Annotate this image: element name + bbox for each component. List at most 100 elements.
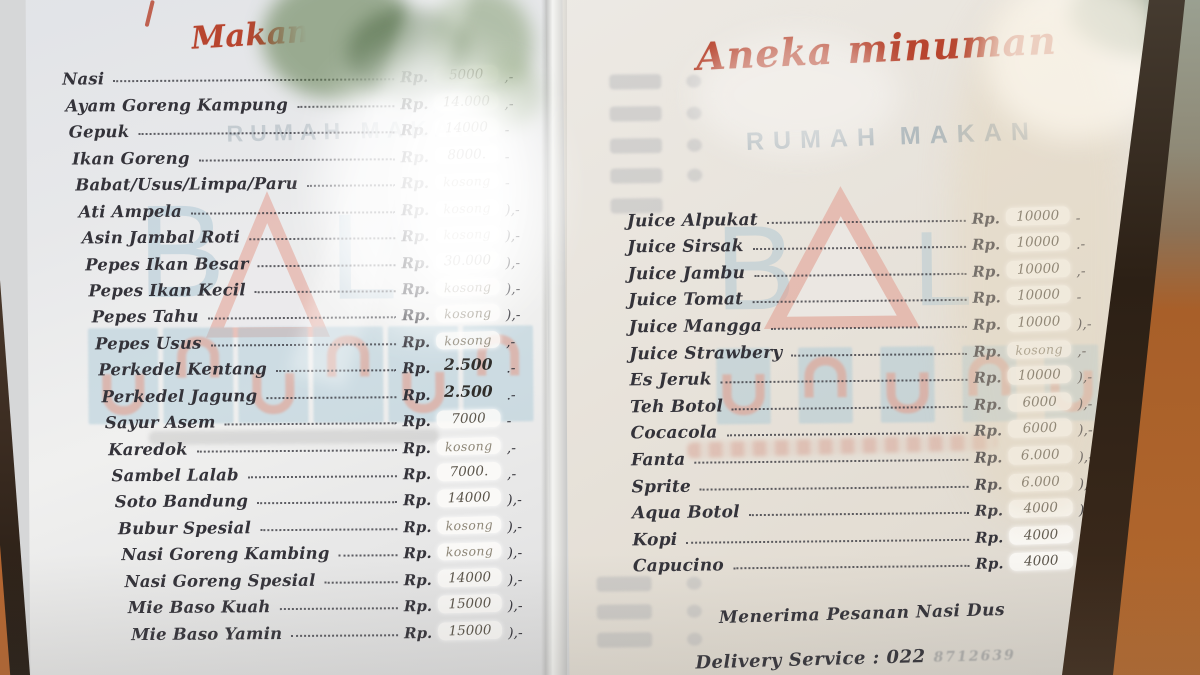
page-seam bbox=[541, 0, 567, 675]
item-price: 15000 bbox=[437, 594, 503, 614]
currency-label: Rp. bbox=[400, 94, 429, 114]
left-menu-page: RUMAH MAKAN B L Makan Nasi Rp. 5000 ,- Ayam … bbox=[25, 0, 551, 675]
item-name: Aqua Botol bbox=[631, 502, 740, 524]
item-price: kosong bbox=[435, 224, 500, 244]
price-suffix: - bbox=[506, 413, 512, 430]
price-suffix: ,- bbox=[1077, 343, 1087, 360]
menu-row: Babat/Usus/Limpa/Paru Rp. kosong - bbox=[63, 165, 531, 195]
item-price: 14000 bbox=[434, 118, 499, 138]
ghost-price-box bbox=[609, 74, 662, 90]
currency-label: Rp. bbox=[975, 554, 1004, 574]
item-price: kosong bbox=[434, 198, 500, 218]
order-note: Menerima Pesanan Nasi Dus bbox=[718, 599, 1006, 628]
dotted-leader bbox=[720, 378, 968, 384]
item-name: Juice Strawbery bbox=[629, 342, 783, 364]
dotted-leader bbox=[726, 432, 969, 437]
price-suffix: .- bbox=[1075, 236, 1086, 253]
item-price: 6000 bbox=[1007, 418, 1073, 439]
currency-label: Rp. bbox=[402, 412, 431, 431]
menu-row: Nasi Goreng Spesial Rp. 14000),- bbox=[66, 562, 534, 592]
item-price: 2.500 bbox=[444, 381, 493, 401]
price-suffix: ),- bbox=[1077, 369, 1093, 386]
item-name: Juice Jambu bbox=[627, 262, 746, 285]
currency-label: Rp. bbox=[973, 368, 1002, 387]
currency-label: Rp. bbox=[971, 235, 1001, 254]
item-price: kosong bbox=[435, 277, 500, 297]
currency-label: Rp. bbox=[974, 501, 1004, 520]
item-name: Pepes Ikan Besar bbox=[85, 253, 249, 274]
dotted-leader bbox=[254, 290, 396, 294]
dotted-leader bbox=[324, 580, 398, 584]
item-price: kosong bbox=[434, 172, 500, 191]
currency-label: Rp. bbox=[973, 342, 1002, 361]
item-name: Ayam Goreng Kampung bbox=[65, 94, 289, 116]
item-price: 7000 bbox=[436, 408, 501, 429]
item-price: kosong bbox=[435, 304, 501, 324]
delivery-service-line: Delivery Service : 022 8712639 bbox=[695, 644, 1016, 673]
right-menu-page: Aneka minuman RUMAH MAKAN B L Juice Alpu… bbox=[562, 0, 1151, 675]
price-suffix: - bbox=[504, 122, 510, 139]
item-price: 4000 bbox=[1008, 498, 1074, 519]
currency-label: Rp. bbox=[403, 491, 432, 510]
price-suffix: ,- bbox=[504, 69, 514, 86]
dotted-leader bbox=[771, 325, 967, 330]
currency-label: Rp. bbox=[400, 174, 430, 193]
item-price: 6000 bbox=[1007, 391, 1072, 412]
price-suffix: ),- bbox=[507, 598, 523, 615]
dotted-leader bbox=[266, 395, 397, 399]
item-price: kosong bbox=[437, 542, 502, 561]
ghost-price-box bbox=[609, 138, 663, 154]
item-name: Juice Sirsak bbox=[627, 236, 744, 258]
dotted-leader bbox=[260, 528, 398, 532]
item-name: Juice Tomat bbox=[628, 289, 744, 311]
menu-row: Ati Ampela Rp. kosong),- bbox=[63, 191, 531, 221]
currency-label: Rp. bbox=[974, 475, 1003, 494]
item-name: Juice Alpukat bbox=[626, 209, 758, 231]
currency-label: Rp. bbox=[401, 253, 430, 272]
item-price: 6.000 bbox=[1007, 445, 1073, 466]
menu-row: Pepes Usus Rp. kosong ,- bbox=[64, 324, 532, 354]
currency-label: Rp. bbox=[972, 315, 1002, 334]
dotted-leader bbox=[766, 219, 966, 224]
dotted-leader bbox=[732, 565, 970, 570]
price-suffix: ),- bbox=[1079, 529, 1094, 546]
price-suffix: ),- bbox=[505, 202, 520, 219]
item-price: 10000 bbox=[1006, 312, 1072, 333]
left-page-title: Makan bbox=[189, 13, 311, 57]
background-wall-corner bbox=[0, 545, 11, 675]
dotted-leader bbox=[210, 343, 397, 347]
ghost-price-box bbox=[610, 168, 663, 184]
item-price: 15000 bbox=[437, 620, 503, 641]
currency-label: Rp. bbox=[403, 597, 433, 616]
item-name: Ati Ampela bbox=[78, 201, 183, 222]
item-price: 10000 bbox=[1005, 205, 1071, 226]
menu-row: Pepes Ikan Besar Rp. 30.000),- bbox=[63, 244, 531, 274]
item-name: Kopi bbox=[632, 529, 678, 551]
dotted-leader bbox=[257, 501, 398, 505]
menu-row: Perkedel Jagung Rp. 2.500 .- bbox=[64, 377, 532, 407]
item-price: 10000 bbox=[1006, 285, 1071, 306]
ghost-price-box bbox=[609, 106, 662, 122]
currency-label: Rp. bbox=[401, 279, 430, 299]
ghost-mark bbox=[686, 576, 702, 590]
drinks-menu-list: Juice Alpukat Rp. 10000- Juice Sirsak Rp. 100… bbox=[626, 199, 1106, 577]
price-suffix: ),- bbox=[1078, 476, 1094, 493]
menu-row: Ayam Goreng Kampung Rp. 14.000 ,- bbox=[62, 86, 530, 116]
menu-row: Ikan Goreng Rp. 8000. - bbox=[63, 139, 531, 169]
item-name: Soto Bandung bbox=[114, 491, 249, 512]
item-price: 8000. bbox=[434, 144, 499, 165]
price-suffix: ),- bbox=[1077, 422, 1093, 440]
dotted-leader bbox=[297, 105, 395, 108]
currency-label: Rp. bbox=[403, 544, 432, 563]
item-name: Mie Baso Kuah bbox=[127, 597, 271, 618]
wooden-frame-left bbox=[0, 280, 30, 675]
dotted-leader bbox=[686, 538, 970, 544]
item-name: Sambel Lalab bbox=[111, 465, 239, 486]
currency-label: Rp. bbox=[972, 288, 1001, 308]
item-name: Gepuk bbox=[68, 122, 130, 142]
item-price: 14000 bbox=[436, 488, 502, 509]
item-name: Pepes Ikan Kecil bbox=[88, 280, 246, 301]
right-page-title: Aneka minuman bbox=[695, 17, 1058, 79]
price-suffix: ,- bbox=[506, 466, 517, 483]
currency-label: Rp. bbox=[401, 332, 431, 352]
